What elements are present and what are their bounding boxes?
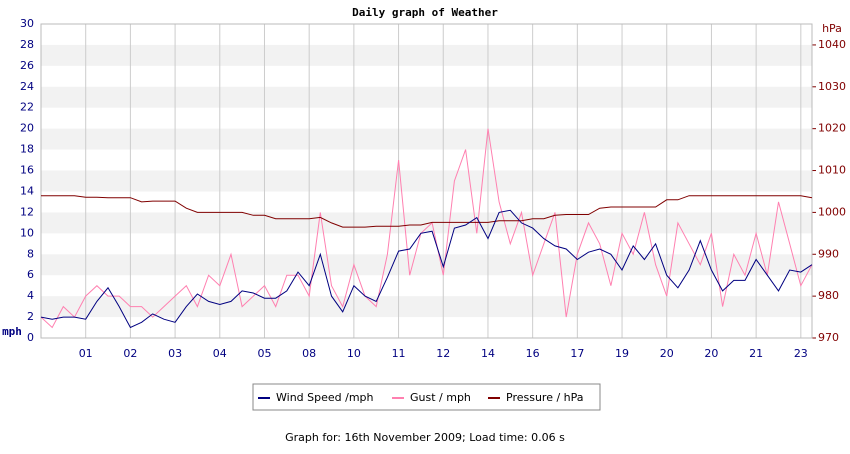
- x-tick-label: 19: [615, 347, 629, 360]
- series-line: [40, 128, 813, 329]
- x-tick-label: 20: [704, 347, 718, 360]
- series-line: [41, 195, 813, 228]
- y-tick-label: 16: [20, 164, 34, 177]
- legend-label: Gust / mph: [410, 391, 471, 404]
- legend-label: Pressure / hPa: [506, 391, 584, 404]
- x-tick-label: 23: [794, 347, 808, 360]
- y2-tick-label: 1020: [818, 122, 846, 135]
- grid-band: [41, 128, 812, 150]
- y-axis-label: mph: [2, 325, 22, 338]
- x-tick-label: 20: [660, 347, 674, 360]
- x-tick-label: 12: [436, 347, 450, 360]
- y2-tick-label: 970: [818, 331, 839, 344]
- x-tick-label: 08: [302, 347, 316, 360]
- y2-tick-label: 1030: [818, 80, 846, 93]
- x-tick-label: 10: [347, 347, 361, 360]
- grid-band: [41, 212, 812, 234]
- chart-title: Daily graph of Weather: [352, 6, 498, 19]
- y2-tick-label: 1000: [818, 205, 846, 218]
- x-tick-label: 04: [213, 347, 227, 360]
- grid-band: [41, 170, 812, 192]
- y-tick-label: 22: [20, 101, 34, 114]
- y-tick-label: 26: [20, 59, 34, 72]
- x-tick-label: 01: [79, 347, 93, 360]
- y-tick-label: 30: [20, 17, 34, 30]
- x-tick-label: 21: [749, 347, 763, 360]
- y-tick-label: 0: [27, 331, 34, 344]
- grid-band: [41, 296, 812, 318]
- y2-axis-label: hPa: [822, 22, 842, 35]
- footer: Graph for: 16th November 2009; Load time…: [285, 431, 565, 444]
- series-line: [40, 209, 813, 329]
- y-tick-label: 18: [20, 143, 34, 156]
- y2-tick-label: 1040: [818, 38, 846, 51]
- grid-band: [41, 254, 812, 276]
- x-tick-label: 11: [392, 347, 406, 360]
- plot-frame: [40, 23, 813, 339]
- x-tick-label: 03: [168, 347, 182, 360]
- y-tick-label: 24: [20, 80, 34, 93]
- x-tick-label: 05: [257, 347, 271, 360]
- y-tick-label: 4: [27, 289, 34, 302]
- y2-tick-label: 990: [818, 247, 839, 260]
- x-tick-label: 02: [123, 347, 137, 360]
- y-tick-label: 20: [20, 122, 34, 135]
- x-tick-label: 17: [570, 347, 584, 360]
- grid-band: [41, 44, 812, 66]
- x-tick-label: 16: [526, 347, 540, 360]
- y2-tick-label: 1010: [818, 164, 846, 177]
- x-tick-label: 14: [481, 347, 495, 360]
- legend-label: Wind Speed /mph: [276, 391, 374, 404]
- y-tick-label: 10: [20, 226, 34, 239]
- y-tick-label: 14: [20, 184, 34, 197]
- y-tick-label: 12: [20, 205, 34, 218]
- legend: [252, 383, 601, 411]
- y2-tick-label: 980: [818, 289, 839, 302]
- y-tick-label: 6: [27, 268, 34, 281]
- y-tick-label: 8: [27, 247, 34, 260]
- grid-band: [41, 86, 812, 108]
- y-tick-label: 2: [27, 310, 34, 323]
- y-tick-label: 28: [20, 38, 34, 51]
